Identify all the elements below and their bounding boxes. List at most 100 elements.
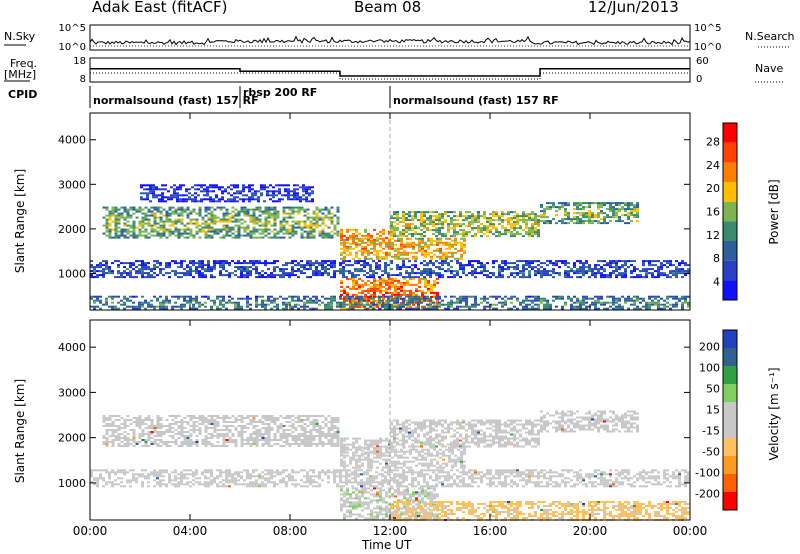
heatmap-cell [555, 222, 558, 225]
heatmap-cell [303, 445, 307, 447]
heatmap-cell [285, 437, 289, 439]
heatmap-cell [504, 262, 507, 265]
heatmap-cell [225, 260, 228, 263]
heatmap-cell [522, 264, 525, 267]
heatmap-cell [159, 226, 163, 229]
heatmap-cell [309, 435, 313, 437]
heatmap-cell [402, 217, 405, 220]
heatmap-cell [194, 198, 197, 201]
heatmap-cell [210, 443, 214, 445]
heatmap-cell [340, 443, 343, 446]
heatmap-cell [459, 225, 462, 228]
heatmap-cell [225, 230, 229, 233]
heatmap-cell [297, 276, 300, 279]
heatmap-cell [291, 216, 295, 219]
heatmap-cell [576, 206, 579, 209]
heatmap-cell [651, 272, 654, 275]
heatmap-cell [147, 268, 150, 271]
heatmap-cell [132, 421, 136, 423]
heatmap-cell [105, 268, 108, 271]
heatmap-cell [198, 429, 202, 431]
heatmap-cell [549, 270, 552, 273]
heatmap-cell [264, 264, 267, 267]
heatmap-cell [204, 429, 208, 431]
heatmap-cell [397, 279, 400, 282]
heatmap-cell [194, 192, 197, 195]
heatmap-cell [525, 264, 528, 267]
heatmap-cell [135, 276, 138, 279]
heatmap-cell [379, 289, 382, 292]
heatmap-cell [483, 295, 486, 298]
heatmap-cell [105, 260, 108, 263]
heatmap-cell [507, 213, 510, 216]
heatmap-cell [141, 218, 145, 221]
heatmap-cell [141, 301, 144, 304]
heatmap-cell [123, 427, 127, 429]
heatmap-cell [540, 274, 543, 277]
heatmap-cell [162, 307, 165, 310]
heatmap-cell [486, 270, 489, 273]
heatmap-cell [294, 232, 298, 235]
heatmap-cell [531, 260, 534, 263]
heatmap-cell [549, 220, 552, 223]
heatmap-cell [303, 441, 307, 443]
heatmap-cell [270, 208, 274, 211]
heatmap-cell [391, 247, 394, 250]
heatmap-cell [456, 297, 459, 300]
heatmap-cell [591, 303, 594, 306]
heatmap-cell [333, 421, 337, 423]
heatmap-cell [288, 214, 292, 217]
heatmap-cell [432, 229, 435, 232]
heatmap-cell [684, 299, 687, 302]
heatmap-cell [675, 274, 678, 277]
heatmap-cell [174, 417, 178, 419]
heatmap-cell [582, 216, 585, 219]
heatmap-cell [270, 216, 274, 219]
heatmap-cell [158, 200, 161, 203]
heatmap-cell [288, 435, 292, 437]
heatmap-cell [378, 307, 381, 310]
heatmap-cell [597, 264, 600, 267]
heatmap-cell [306, 226, 310, 229]
heatmap-cell [333, 417, 337, 419]
heatmap-cell [260, 194, 263, 197]
heatmap-cell [633, 270, 636, 273]
heatmap-cell [267, 415, 271, 417]
heatmap-cell [387, 274, 390, 277]
heatmap-cell [567, 214, 570, 217]
heatmap-cell [240, 210, 244, 213]
heatmap-cell [177, 234, 181, 237]
heatmap-cell [186, 226, 190, 229]
heatmap-cell [420, 233, 423, 236]
heatmap-cell [340, 253, 343, 256]
heatmap-cell [382, 293, 385, 296]
heatmap-cell [159, 435, 163, 437]
heatmap-cell [143, 192, 146, 195]
heatmap-cell [358, 299, 361, 302]
heatmap-cell [261, 274, 264, 277]
heatmap-cell [300, 305, 303, 308]
heatmap-cell [159, 228, 163, 231]
heatmap-cell [474, 305, 477, 308]
heatmap-cell [207, 268, 210, 271]
heatmap-cell [468, 225, 471, 228]
heatmap-cell [300, 433, 304, 435]
heatmap-cell [492, 227, 495, 230]
heatmap-cell [408, 272, 411, 275]
heatmap-cell [450, 223, 453, 226]
heatmap-cell [400, 243, 403, 246]
heatmap-cell [324, 208, 328, 211]
heatmap-cell [340, 241, 343, 244]
heatmap-cell [597, 204, 600, 207]
heatmap-cell [213, 218, 217, 221]
heatmap-cell [411, 229, 414, 232]
heatmap-cell [627, 299, 630, 302]
heatmap-cell [451, 253, 454, 256]
heatmap-cell [201, 415, 205, 417]
heatmap-cell [405, 235, 408, 238]
heatmap-cell [288, 206, 292, 209]
heatmap-cell [591, 272, 594, 275]
heatmap-cell [388, 243, 391, 246]
heatmap-cell [93, 295, 96, 298]
heatmap-cell [343, 445, 346, 448]
